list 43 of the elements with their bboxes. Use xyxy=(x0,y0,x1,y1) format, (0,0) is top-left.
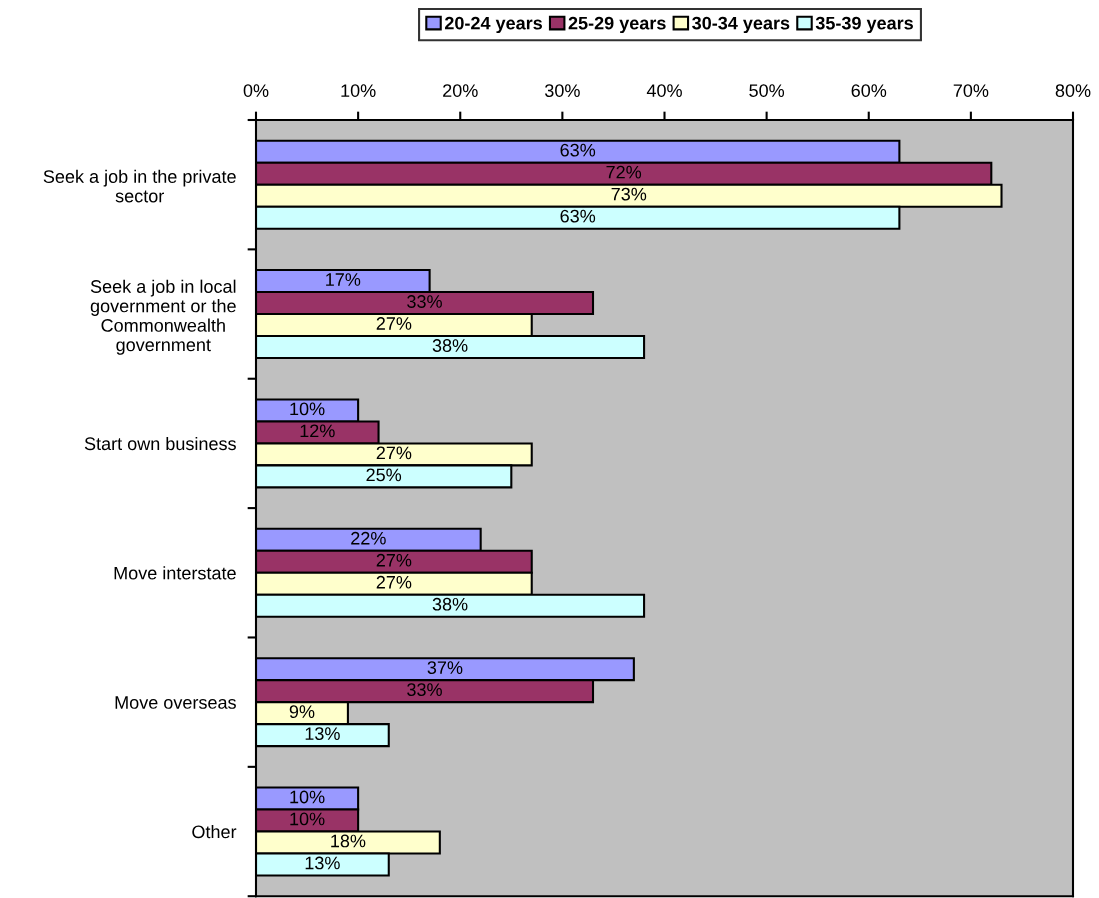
y-tick-label: Move interstate xyxy=(114,566,236,580)
data-label: 63% xyxy=(560,143,596,157)
data-label: 27% xyxy=(376,317,412,330)
legend-label: 35-39 years xyxy=(815,16,913,34)
data-label: 27% xyxy=(376,553,412,567)
data-label: 13% xyxy=(305,856,340,870)
data-label: 10% xyxy=(290,790,325,804)
x-tick-label: 10% xyxy=(341,84,376,97)
data-label: 10% xyxy=(290,812,325,826)
y-tick-label: Seek a job in local government or the Commonwealth government xyxy=(90,279,236,355)
y-tick-label: Start own business xyxy=(84,436,236,451)
x-tick-label: 30% xyxy=(545,84,580,97)
x-tick-label: 40% xyxy=(646,84,682,97)
data-label: 13% xyxy=(305,727,340,740)
data-label: 17% xyxy=(326,273,361,286)
data-label: 38% xyxy=(432,597,468,611)
data-label: 25% xyxy=(366,468,402,482)
data-label: 37% xyxy=(427,661,463,675)
data-label: 33% xyxy=(407,295,442,308)
data-label: 38% xyxy=(432,339,468,352)
data-label: 9% xyxy=(289,705,315,718)
data-label: 10% xyxy=(290,402,325,416)
data-label: 33% xyxy=(407,683,442,696)
legend-label: 25-29 years xyxy=(568,16,666,34)
data-label: 22% xyxy=(351,531,386,545)
x-tick-label: 50% xyxy=(749,84,785,97)
data-label: 18% xyxy=(331,834,366,848)
data-label: 72% xyxy=(606,165,642,179)
x-tick-label: 80% xyxy=(1055,84,1091,97)
data-label: 27% xyxy=(376,575,412,589)
x-tick-label: 70% xyxy=(953,84,989,97)
data-label: 63% xyxy=(560,209,596,223)
y-tick-label: Move overseas xyxy=(115,696,236,709)
legend-label: 30-34 years xyxy=(692,16,790,34)
data-label: 12% xyxy=(300,424,335,438)
data-label: 27% xyxy=(376,446,412,460)
legend-label: 20-24 years xyxy=(444,16,542,34)
x-tick-label: 60% xyxy=(851,84,887,97)
data-label: 73% xyxy=(611,187,647,201)
y-tick-label: Other xyxy=(192,824,237,839)
y-tick-label: Seek a job in the private sector xyxy=(43,169,236,203)
x-tick-label: 20% xyxy=(443,84,478,97)
x-tick-label: 0% xyxy=(243,84,269,97)
